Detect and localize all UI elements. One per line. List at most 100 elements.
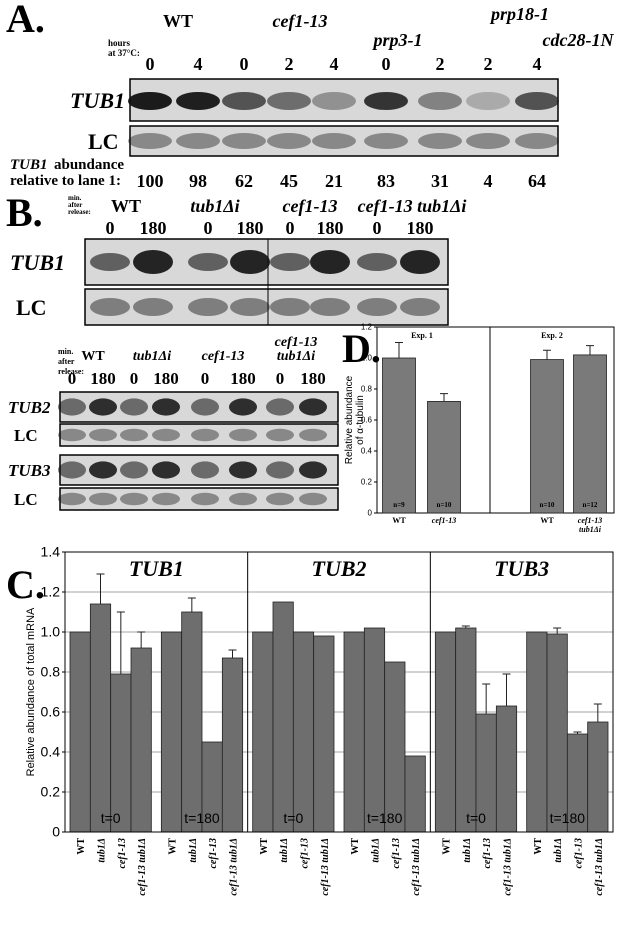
plot-frame-border [64,551,614,833]
lane-label: 0 [204,218,213,238]
x-tick-label: WT [392,516,406,525]
group-label: tub1Δi [277,349,315,364]
blot-band [299,398,327,416]
bar [546,633,568,833]
group-label: cef1-13 [283,196,338,216]
abundance-value: 98 [189,171,207,191]
blot-band [133,250,173,274]
blot-band [230,298,270,316]
blot-band [90,253,130,271]
blot-band [58,428,86,442]
error-bar [482,683,491,714]
blot-band [120,398,148,416]
blot-band [266,461,294,479]
abundance-value: 64 [528,171,546,191]
y-tick-label: 1.4 [41,544,61,560]
bar [495,705,518,833]
lane-label: 0 [373,218,382,238]
x-tick-label: WT [533,838,544,855]
blot-band [299,492,327,506]
blot-band [267,92,311,110]
y-tick-label: 0 [368,509,373,518]
blot-band [191,398,219,416]
x-tick-label: WT [442,838,453,855]
blot-band [188,253,228,271]
bar [343,631,365,833]
abundance-value: 4 [484,171,493,191]
error-bar [187,597,196,612]
blot-band [312,133,356,149]
panel-label: A. [6,0,45,41]
lane-label: 4 [194,54,203,74]
axis-note: at 37°C: [108,48,140,58]
lane-label: 2 [484,54,493,74]
blot-band [152,428,180,442]
row-label: TUB1 [70,88,125,113]
y-axis-label: Relative abundance [344,375,355,464]
blot-band [267,133,311,149]
blot-frame [59,423,339,447]
lane-label: 0 [130,369,139,388]
lane-label: 0 [286,218,295,238]
bar [160,631,183,833]
error-bar [543,349,551,360]
lane-label: 0 [106,218,115,238]
lane-label: 180 [153,369,179,388]
lane-label: 4 [330,54,339,74]
y-axis-label: Relative abundance of total mRNA [25,607,37,776]
blot-band [400,250,440,274]
x-tick-label: tub1Δ [279,838,290,863]
lane-label: 0 [201,369,210,388]
subgroup-label: t=0 [101,810,121,826]
x-tick-label: cef1-13 [208,838,219,869]
bar [313,635,335,833]
row-label: LC [16,295,47,320]
x-tick-label: cef1-13 [300,838,311,869]
blot-band [266,492,294,506]
blot-band [466,133,510,149]
lane-label: 2 [436,54,445,74]
y-tick-label: 0.2 [41,784,61,800]
blot-band [418,133,462,149]
blot-band [152,492,180,506]
x-tick-label: cef1-13 tub1Δ [320,838,331,896]
blot-band [89,428,117,442]
lane-label: 0 [382,54,391,74]
group-label: cef1-13 [273,11,328,31]
blot-band [364,92,408,110]
lane-label: 180 [300,369,326,388]
experiment-label: Exp. 1 [411,331,433,340]
blot-band [89,492,117,506]
bar [587,721,609,833]
x-tick-label: cef1-13 [482,838,493,869]
group-label: cef1-13 [202,349,245,364]
blot-band [58,461,86,479]
x-tick-label: tub1Δi [579,525,602,534]
bar [384,661,406,833]
bar [130,647,152,833]
error-bar [137,631,146,648]
y-tick-label: 0.4 [41,744,61,760]
blot-band [270,298,310,316]
blot-band [176,92,220,110]
group-label: prp3-1 [372,30,423,50]
gene-title: TUB3 [494,556,549,581]
group-label: prp18-1 [489,4,549,24]
subgroup-label: t=180 [550,810,586,826]
x-tick-label: WT [350,838,361,855]
blot-band [230,250,270,274]
x-tick-label: cef1-13 tub1Δ [594,838,605,896]
abundance-value: 83 [377,171,395,191]
abundance-value: 62 [235,171,253,191]
row-label: TUB1 [10,250,65,275]
row-label: TUB1 [10,157,48,173]
experiment-label: Exp. 2 [541,331,563,340]
blot-band [229,461,257,479]
bar [89,603,112,833]
x-tick-label: cef1-13 [574,838,585,869]
blot-band [222,92,266,110]
blot-band [120,428,148,442]
bar [530,359,564,514]
row-label: TUB2 [8,398,51,417]
bar [221,657,244,833]
